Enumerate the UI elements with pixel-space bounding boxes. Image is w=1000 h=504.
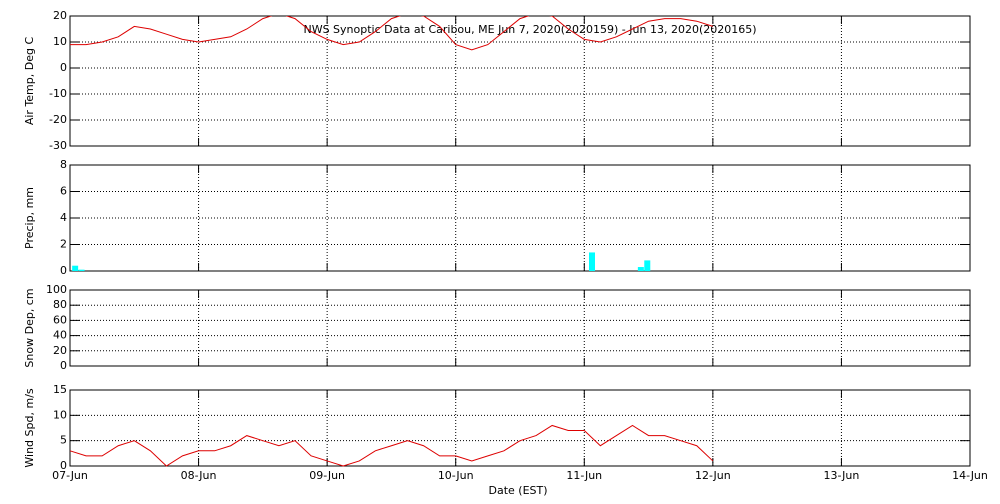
x-tick-label: 07-Jun bbox=[52, 469, 88, 482]
y-tick-label: 4 bbox=[60, 211, 67, 224]
y-tick-label: 10 bbox=[53, 408, 67, 421]
plot-frame bbox=[69, 289, 971, 367]
bar bbox=[78, 269, 85, 271]
y-tick-label: 15 bbox=[53, 383, 67, 396]
y-tick-label: 0 bbox=[60, 459, 67, 472]
y-axis-title: Air Temp, Deg C bbox=[23, 37, 36, 126]
y-tick-label: 0 bbox=[60, 61, 67, 74]
y-tick-label: 80 bbox=[53, 298, 67, 311]
y-tick-label: 20 bbox=[53, 344, 67, 357]
y-tick-label: 0 bbox=[60, 264, 67, 277]
y-tick-label: 20 bbox=[53, 9, 67, 22]
x-tick-label: 12-Jun bbox=[695, 469, 731, 482]
y-tick-label: 40 bbox=[53, 329, 67, 342]
y-tick-label: 60 bbox=[53, 313, 67, 326]
y-tick-label: -20 bbox=[49, 113, 67, 126]
y-axis-title: Wind Spd, m/s bbox=[23, 388, 36, 468]
plot-frame bbox=[69, 389, 971, 467]
bar bbox=[589, 252, 595, 271]
bar bbox=[644, 260, 651, 271]
x-tick-label: 13-Jun bbox=[824, 469, 860, 482]
y-axis-title: Precip, mm bbox=[23, 187, 36, 249]
plot-frame bbox=[69, 164, 971, 272]
x-tick-label: 11-Jun bbox=[566, 469, 602, 482]
y-tick-label: 5 bbox=[60, 434, 67, 447]
y-tick-label: -30 bbox=[49, 139, 67, 152]
chart-title: NWS Synoptic Data at Caribou, ME Jun 7, … bbox=[303, 23, 756, 36]
y-tick-label: -10 bbox=[49, 87, 67, 100]
y-tick-label: 8 bbox=[60, 158, 67, 171]
x-tick-label: 14-Jun bbox=[952, 469, 988, 482]
plot-frame bbox=[69, 15, 971, 147]
data-line bbox=[70, 16, 714, 51]
x-axis-title: Date (EST) bbox=[488, 484, 547, 497]
data-line bbox=[69, 424, 714, 467]
y-tick-label: 6 bbox=[60, 185, 67, 198]
y-tick-label: 2 bbox=[60, 238, 67, 251]
bar bbox=[637, 267, 644, 271]
x-tick-label: 10-Jun bbox=[438, 469, 474, 482]
x-tick-label: 09-Jun bbox=[309, 469, 345, 482]
y-tick-label: 0 bbox=[60, 359, 67, 372]
y-tick-label: 10 bbox=[53, 35, 67, 48]
y-tick-label: 100 bbox=[46, 283, 67, 296]
bar bbox=[72, 265, 79, 271]
x-tick-label: 08-Jun bbox=[181, 469, 217, 482]
y-axis-title: Snow Dep, cm bbox=[23, 288, 36, 367]
